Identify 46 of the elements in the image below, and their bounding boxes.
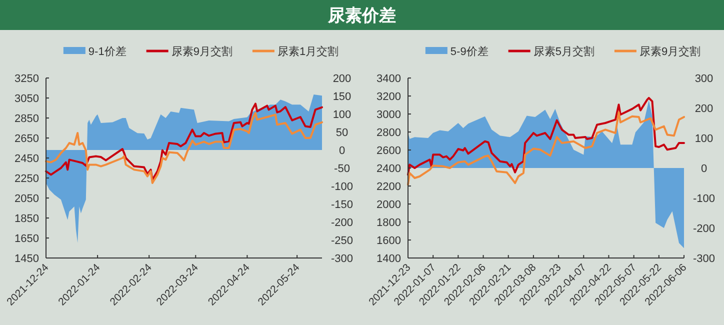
y-tick-label: 2600 bbox=[376, 145, 401, 157]
y2-tick-label: -100 bbox=[330, 181, 354, 193]
y2-tick-label: 50 bbox=[336, 127, 348, 139]
y-tick-label: 3000 bbox=[376, 109, 401, 121]
y-tick-label: 3050 bbox=[14, 93, 39, 105]
y-tick-label: 2400 bbox=[376, 163, 401, 175]
y-tick-label: 2000 bbox=[376, 199, 401, 211]
y-tick-label: 2250 bbox=[14, 173, 39, 185]
y-tick-label: 2050 bbox=[14, 193, 39, 205]
y-tick-label: 2450 bbox=[14, 153, 39, 165]
y2-tick-label: -50 bbox=[334, 163, 350, 175]
y-tick-label: 1600 bbox=[376, 235, 401, 247]
legend-label: 9-1价差 bbox=[88, 46, 126, 58]
y2-tick-label: -250 bbox=[330, 235, 354, 247]
y-tick-label: 1800 bbox=[376, 217, 401, 229]
legend-label: 尿素9月交割 bbox=[171, 45, 232, 58]
y2-tick-label: -300 bbox=[692, 253, 716, 265]
y-tick-label: 2800 bbox=[376, 127, 401, 139]
y-tick-label: 2650 bbox=[14, 133, 39, 145]
y-tick-label: 1450 bbox=[14, 253, 39, 265]
y2-tick-label: 0 bbox=[700, 163, 708, 175]
y-tick-label: 3200 bbox=[376, 91, 401, 103]
legend-label: 尿素1月交割 bbox=[277, 45, 339, 58]
legend-label: 尿素9月交割 bbox=[639, 45, 701, 58]
y2-tick-label: -150 bbox=[330, 199, 354, 211]
y2-tick-label: 100 bbox=[694, 133, 714, 145]
y2-tick-label: -300 bbox=[330, 253, 354, 265]
y2-tick-label: -100 bbox=[692, 193, 716, 205]
y-tick-label: 1650 bbox=[14, 233, 39, 245]
y2-tick-label: 0 bbox=[338, 145, 346, 157]
y-tick-label: 2200 bbox=[376, 181, 401, 193]
text: 尿素价差 bbox=[327, 6, 396, 25]
legend-label: 尿素5月交割 bbox=[533, 45, 594, 58]
y2-tick-label: -200 bbox=[330, 217, 354, 229]
y2-tick-label: 150 bbox=[332, 91, 352, 103]
y-tick-label: 2850 bbox=[14, 113, 39, 125]
y2-tick-label: 200 bbox=[332, 73, 352, 85]
y-tick-label: 3250 bbox=[14, 73, 39, 85]
y2-tick-label: 100 bbox=[332, 109, 352, 121]
y2-tick-label: 300 bbox=[694, 73, 714, 85]
y2-tick-label: 200 bbox=[694, 103, 714, 115]
y2-tick-label: -200 bbox=[692, 223, 716, 235]
y-tick-label: 1400 bbox=[376, 253, 401, 265]
y-tick-label: 3400 bbox=[376, 73, 401, 85]
y-tick-label: 1850 bbox=[14, 213, 39, 225]
legend-label: 5-9价差 bbox=[450, 46, 488, 58]
